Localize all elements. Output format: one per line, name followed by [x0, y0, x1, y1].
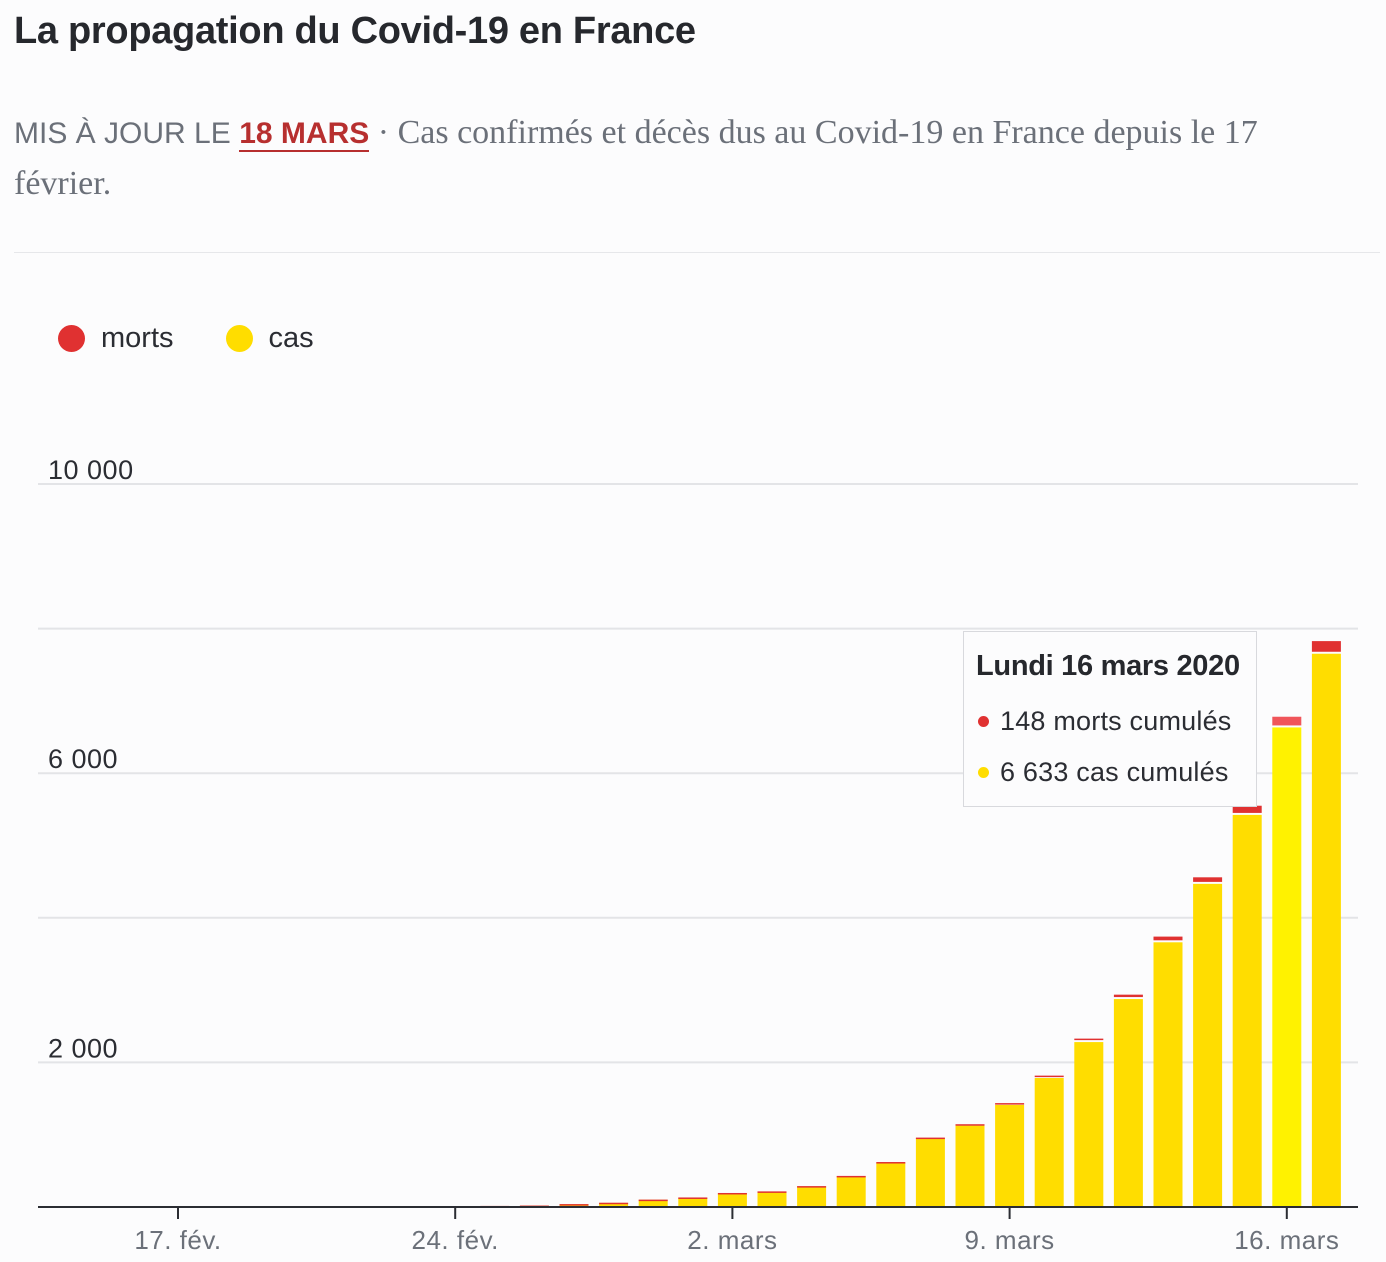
- x-tick-label-2020-03-09: 9. mars: [965, 1225, 1055, 1255]
- bar-morts-2020-03-17: [1311, 641, 1341, 652]
- bar-cas-2020-03-17: [1311, 653, 1341, 1207]
- bar-morts-2020-03-08: [955, 1124, 985, 1126]
- bar-morts-2020-03-02: [717, 1192, 747, 1195]
- bar-morts-2020-03-11: [1074, 1038, 1104, 1041]
- tooltip-row-cas: 6 633 cas cumulés: [978, 757, 1229, 788]
- y-tick-label-6000: 6 000: [48, 744, 118, 774]
- x-tick-label-2020-02-24: 24. fév.: [412, 1225, 499, 1255]
- legend-dot-morts: [58, 325, 85, 352]
- x-tick-label-2020-02-17: 17. fév.: [134, 1225, 221, 1255]
- bar-morts-2020-02-28: [599, 1202, 629, 1205]
- bar-cas-2020-03-15: [1232, 814, 1262, 1207]
- legend-dot-cas: [225, 325, 253, 352]
- bar-cas-2020-03-06: [876, 1162, 906, 1207]
- bar-morts-2020-03-01: [678, 1197, 708, 1199]
- tooltip-dot-morts: [978, 716, 989, 727]
- bar-cas-2020-03-16: [1272, 727, 1302, 1207]
- bar-morts-2020-03-14: [1193, 877, 1223, 882]
- bar-morts-2020-03-12: [1113, 994, 1143, 998]
- tooltip-text-morts: 148 morts cumulés: [1000, 706, 1232, 736]
- updated-prefix: MIS À JOUR LE: [14, 117, 231, 150]
- bar-cas-2020-03-04: [797, 1186, 827, 1207]
- bar-morts-2020-03-10: [1034, 1075, 1064, 1078]
- bar-morts-2020-03-15: [1232, 805, 1262, 813]
- bar-cas-2020-03-11: [1074, 1042, 1104, 1207]
- bar-morts-2020-03-06: [876, 1162, 906, 1164]
- legend-label-morts: morts: [101, 322, 174, 354]
- bar-cas-2020-03-08: [955, 1125, 985, 1207]
- bar-cas-2020-03-14: [1193, 883, 1223, 1207]
- bar-morts-2020-03-13: [1153, 936, 1183, 941]
- updated-date-link[interactable]: 18 MARS: [239, 117, 370, 152]
- chart-description: · Cas confirmés et décès dus au Covid-19…: [14, 114, 1258, 202]
- bar-cas-2020-03-12: [1113, 999, 1143, 1207]
- bar-cas-2020-02-29: [638, 1199, 668, 1207]
- bar-cas-2020-02-28: [599, 1202, 629, 1207]
- bar-cas-2020-03-10: [1034, 1078, 1064, 1207]
- legend-item-cas[interactable]: cas: [225, 322, 314, 355]
- bar-cas-2020-02-27: [559, 1204, 589, 1207]
- bar-cas-2020-03-03: [757, 1191, 787, 1207]
- chart-subtitle: MIS À JOUR LE 18 MARS · Cas confirmés et…: [14, 108, 1344, 209]
- page-title: La propagation du Covid-19 en France: [14, 10, 696, 52]
- bar-morts-2020-03-04: [797, 1186, 827, 1188]
- header-divider: [14, 252, 1380, 253]
- x-tick-label-2020-03-02: 2. mars: [687, 1225, 777, 1255]
- x-tick-label-2020-03-16: 16. mars: [1234, 1225, 1339, 1255]
- chart-tooltip: Lundi 16 mars 2020 148 morts cumulés 6 6…: [963, 631, 1257, 807]
- bar-cas-2020-03-01: [678, 1197, 708, 1207]
- legend-item-morts[interactable]: morts: [58, 322, 174, 355]
- bar-morts-2020-03-07: [915, 1137, 945, 1140]
- bar-cas-2020-03-13: [1153, 942, 1183, 1207]
- legend-label-cas: cas: [268, 322, 314, 354]
- y-tick-label-2000: 2 000: [48, 1033, 118, 1063]
- bar-cas-2020-03-02: [717, 1193, 747, 1207]
- bar-morts-2020-03-03: [757, 1191, 787, 1193]
- bar-morts-2020-02-27: [559, 1204, 589, 1206]
- bar-morts-2020-03-05: [836, 1175, 866, 1178]
- tooltip-title: Lundi 16 mars 2020: [976, 650, 1240, 682]
- bar-cas-2020-03-09: [995, 1104, 1025, 1207]
- bar-cas-2020-03-05: [836, 1176, 866, 1207]
- y-tick-label-10000: 10 000: [48, 455, 134, 485]
- tooltip-dot-cas: [978, 767, 989, 778]
- tooltip-text-cas: 6 633 cas cumulés: [1000, 757, 1229, 787]
- bar-morts-2020-02-29: [638, 1199, 668, 1202]
- bar-morts-2020-03-09: [995, 1103, 1025, 1105]
- bar-cas-2020-03-07: [915, 1138, 945, 1207]
- tooltip-row-morts: 148 morts cumulés: [978, 706, 1232, 737]
- legend: morts cas: [58, 322, 366, 355]
- bar-morts-2020-03-16: [1272, 716, 1302, 726]
